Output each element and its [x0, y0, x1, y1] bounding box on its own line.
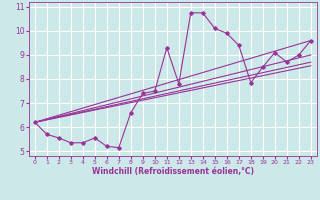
X-axis label: Windchill (Refroidissement éolien,°C): Windchill (Refroidissement éolien,°C) [92, 167, 254, 176]
